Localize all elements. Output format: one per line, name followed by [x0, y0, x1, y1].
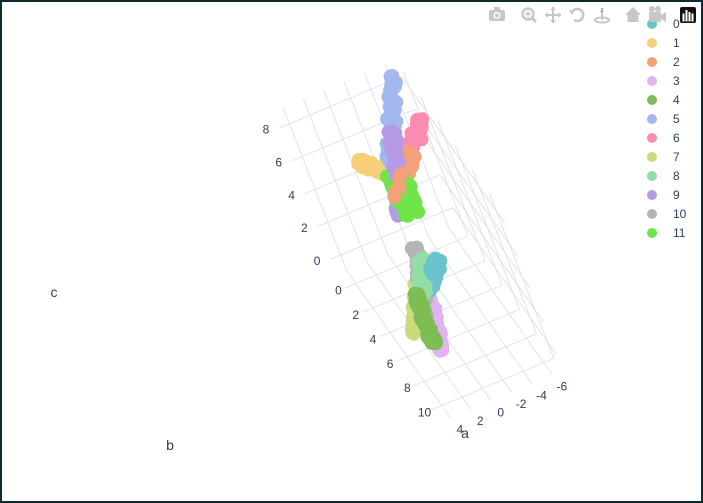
- y-tick-label: -4: [536, 388, 547, 402]
- legend-label: 1: [673, 36, 680, 50]
- legend-label: 10: [673, 207, 687, 221]
- legend-label: 7: [673, 150, 680, 164]
- legend-marker: [647, 38, 657, 48]
- legend-marker: [647, 228, 657, 238]
- legend-label: 4: [673, 93, 680, 107]
- z-axis-title: c: [51, 284, 58, 300]
- plotly-logo-icon[interactable]: [680, 7, 696, 23]
- legend-item[interactable]: 8: [647, 169, 680, 183]
- data-layer: [351, 69, 450, 358]
- legend-marker: [647, 190, 657, 200]
- legend-label: 2: [673, 55, 680, 69]
- legend-label: 5: [673, 112, 680, 126]
- legend-label: 3: [673, 74, 680, 88]
- orbit-rotation-icon[interactable]: [569, 7, 585, 23]
- data-point-series-7: [406, 326, 421, 341]
- legend-item[interactable]: 1: [647, 36, 680, 50]
- home-icon[interactable]: [625, 7, 641, 22]
- z-tick-label: 8: [263, 123, 270, 137]
- legend-item[interactable]: 5: [647, 112, 680, 126]
- legend-marker: [647, 57, 657, 67]
- legend: 0 1 2 3 4 5 6 7 8 9 10 11: [647, 17, 687, 240]
- camera-icon[interactable]: [489, 7, 505, 21]
- legend-item[interactable]: 10: [647, 207, 687, 221]
- y-tick-label: -2: [516, 397, 527, 411]
- x-tick-label: 4: [370, 332, 377, 346]
- legend-marker: [647, 76, 657, 86]
- modebar: z: [489, 6, 696, 24]
- data-point-series-9: [387, 143, 402, 158]
- x-tick-label: 10: [418, 406, 432, 420]
- legend-item[interactable]: 6: [647, 131, 680, 145]
- zoom-icon[interactable]: [521, 7, 538, 24]
- legend-item[interactable]: 7: [647, 150, 680, 164]
- data-point-series-1: [356, 157, 371, 171]
- x-axis-title: a: [461, 425, 469, 441]
- legend-item[interactable]: 2: [647, 55, 680, 69]
- z-tick-label: 4: [288, 188, 295, 202]
- z-tick-label: 6: [275, 155, 282, 169]
- y-axis-title: b: [166, 437, 174, 453]
- legend-marker: [647, 171, 657, 181]
- x-tick-label: 2: [352, 308, 359, 322]
- y-tick-label: -6: [557, 380, 568, 394]
- legend-marker: [647, 95, 657, 105]
- legend-item[interactable]: 9: [647, 188, 680, 202]
- legend-marker: [647, 114, 657, 124]
- legend-label: 11: [673, 226, 686, 240]
- z-tick-label: 0: [314, 254, 321, 268]
- turntable-rotation-icon[interactable]: z: [594, 7, 610, 24]
- legend-label: 6: [673, 131, 680, 145]
- legend-label: 8: [673, 169, 680, 183]
- data-point-series-2: [387, 189, 402, 204]
- legend-marker: [647, 152, 657, 162]
- legend-item[interactable]: 3: [647, 74, 680, 88]
- data-point-series-11: [398, 203, 413, 218]
- x-tick-label: 8: [404, 381, 411, 395]
- legend-label: 9: [673, 188, 680, 202]
- y-tick-label: 2: [477, 414, 484, 428]
- data-point-series-0: [431, 262, 445, 277]
- y-tick-label: 4: [457, 423, 464, 437]
- z-tick-label: 2: [301, 221, 308, 235]
- legend-marker: [647, 209, 657, 219]
- legend-item[interactable]: 11: [647, 226, 686, 240]
- x-tick-label: 6: [387, 357, 394, 371]
- pan-icon[interactable]: [545, 7, 561, 23]
- legend-label: 0: [673, 17, 680, 31]
- x-tick-label: 0: [335, 284, 342, 298]
- camera-reset-icon[interactable]: [649, 6, 666, 22]
- svg-text:z: z: [600, 7, 604, 14]
- legend-item[interactable]: 4: [647, 93, 680, 107]
- legend-marker: [647, 133, 657, 143]
- data-point-series-4: [424, 335, 439, 350]
- y-tick-label: 0: [497, 406, 504, 420]
